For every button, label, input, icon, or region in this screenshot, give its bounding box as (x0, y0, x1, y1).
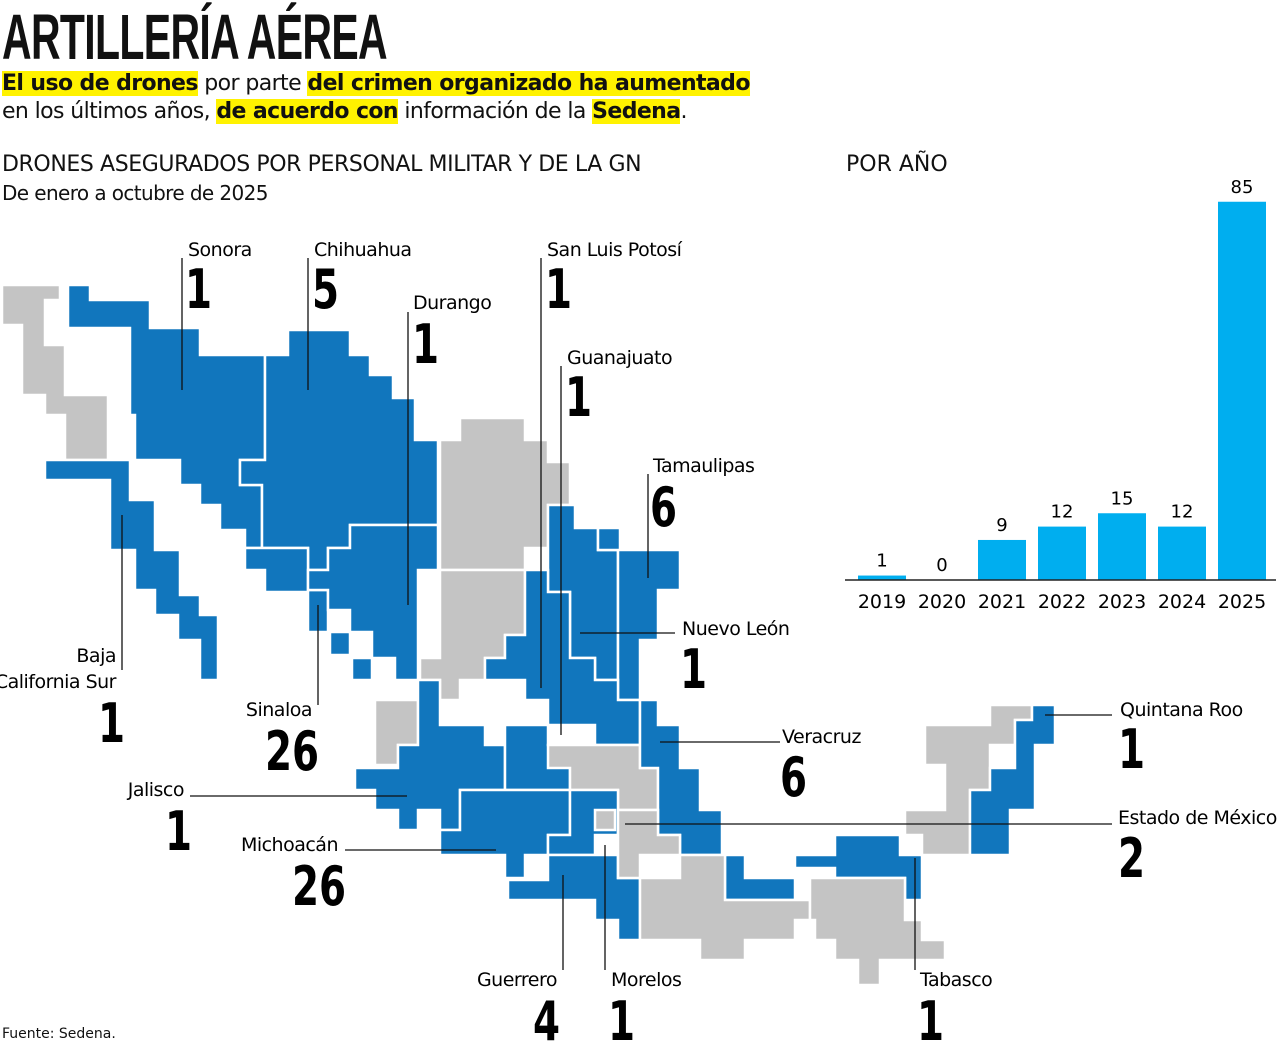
state-name: Veracruz (782, 726, 861, 748)
value-label: 85 (1231, 177, 1254, 198)
bar (1038, 526, 1086, 580)
state-value: 1 (917, 991, 944, 1048)
subtitle-segment: Sedena (592, 99, 681, 124)
state-shape (438, 416, 572, 572)
subtitle-segment: del crimen organizado ha aumentado (307, 71, 750, 96)
bar (1218, 201, 1266, 580)
map-title: DRONES ASEGURADOS POR PERSONAL MILITAR Y… (2, 152, 642, 177)
state-name: Baja California Sur (0, 645, 117, 693)
x-tick-label: 2019 (858, 591, 906, 613)
state-value: 1 (1118, 719, 1145, 782)
state-name-line: Baja (76, 645, 116, 667)
state-value: 1 (545, 259, 572, 322)
subtitle-line: El uso de drones por parte del crimen or… (2, 70, 750, 98)
state-name: Durango (413, 292, 491, 314)
state-name: Sonora (188, 239, 252, 261)
state-shape (353, 678, 507, 832)
x-tick-label: 2022 (1038, 591, 1086, 613)
state-name: Michoacán (241, 834, 338, 856)
x-tick-label: 2023 (1098, 591, 1146, 613)
source: Fuente: Sedena. (2, 1026, 116, 1042)
state-value: 26 (292, 856, 346, 919)
state-value: 1 (185, 259, 212, 322)
state-value: 1 (412, 314, 439, 377)
bar-chart-title: POR AÑO (846, 152, 948, 177)
state-shape (593, 808, 617, 832)
bar (1158, 526, 1206, 580)
subtitle-segment: de acuerdo con (216, 99, 399, 124)
value-label: 1 (876, 551, 887, 572)
state-shape (596, 526, 682, 702)
value-label: 9 (996, 515, 1007, 536)
subtitle-segment: El uso de drones (2, 71, 198, 96)
subtitle-segment: en los últimos años, (2, 99, 211, 124)
state-name: Jalisco (127, 779, 184, 801)
state-name: Nuevo León (682, 618, 789, 640)
state-shape (808, 876, 947, 987)
subtitle-line: en los últimos años, de acuerdo con info… (2, 98, 750, 126)
state-shape (638, 853, 812, 962)
state-name: Estado de México (1118, 807, 1277, 829)
state-name: Chihuahua (314, 239, 412, 261)
value-label: 12 (1171, 502, 1194, 523)
x-tick-label: 2020 (918, 591, 966, 613)
map (0, 283, 1057, 987)
state-value: 1 (165, 801, 192, 864)
map-subtitle: De enero a octubre de 2025 (2, 181, 268, 205)
state-name: Tabasco (919, 969, 992, 991)
state-value: 26 (265, 721, 319, 784)
state-value: 2 (1118, 828, 1145, 891)
state-value: 1 (565, 367, 592, 430)
state-name: Quintana Roo (1120, 699, 1243, 721)
subtitle-segment: por parte (204, 71, 302, 96)
state-name: San Luis Potosí (547, 239, 683, 261)
value-label: 15 (1111, 488, 1134, 509)
subtitle-segment: información de la (404, 99, 586, 124)
state-name: Guanajuato (567, 347, 672, 369)
state-shape (43, 458, 220, 682)
value-label: 12 (1051, 502, 1074, 523)
state-value: 6 (650, 477, 677, 540)
state-name-line: California Sur (0, 671, 117, 693)
state-name: Sinaloa (246, 699, 312, 721)
state-value: 5 (312, 259, 339, 322)
x-tick-label: 2021 (978, 591, 1026, 613)
state-name: Morelos (611, 969, 681, 991)
bar (858, 575, 906, 580)
bar (1098, 513, 1146, 580)
subtitle-segment: . (680, 99, 687, 124)
state-value: 4 (533, 991, 560, 1048)
subtitle: El uso de drones por parte del crimen or… (2, 70, 750, 126)
state-value: 1 (98, 693, 125, 756)
state-value: 1 (680, 639, 707, 702)
leader-lines (121, 258, 1112, 970)
x-tick-label: 2025 (1218, 591, 1266, 613)
state-name: Guerrero (477, 969, 557, 991)
state-value: 1 (608, 991, 635, 1048)
state-value: 6 (780, 747, 807, 810)
state-shape (968, 703, 1057, 857)
state-shape (506, 853, 642, 942)
state-shape (306, 523, 440, 682)
title: ARTILLERÍA AÉREA (2, 1, 388, 73)
state-name: Tamaulipas (652, 455, 754, 477)
bar (978, 539, 1026, 580)
state-shape (793, 833, 924, 902)
bar-chart: 1 2019 0 2020 9 2021 12 2022 15 2023 12 2024 85 2025 (845, 177, 1276, 613)
x-tick-label: 2024 (1158, 591, 1206, 613)
value-label: 0 (936, 555, 947, 576)
